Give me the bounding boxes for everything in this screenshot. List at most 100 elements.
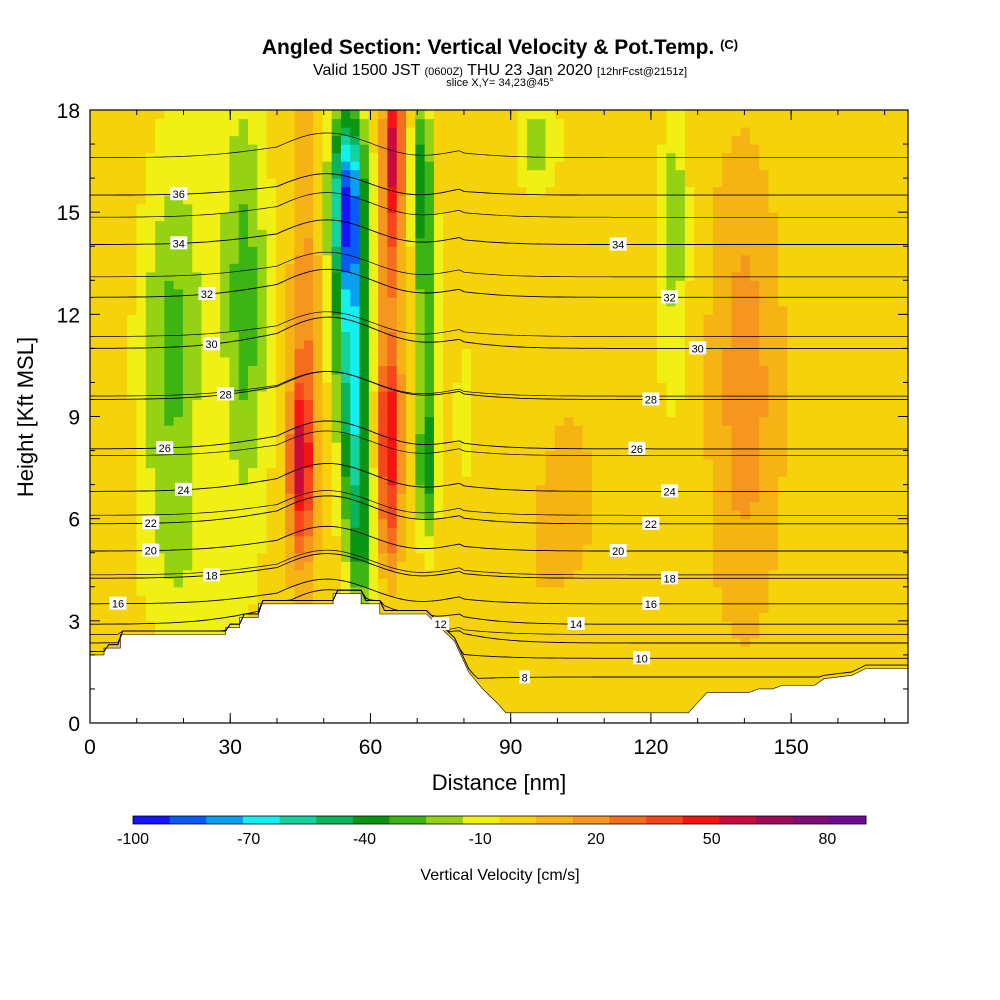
heatmap-cell bbox=[657, 399, 667, 409]
heatmap-cell bbox=[638, 271, 649, 281]
heatmap-cell bbox=[294, 348, 305, 358]
heatmap-cell bbox=[266, 195, 277, 205]
heatmap-cell bbox=[461, 288, 472, 298]
heatmap-cell bbox=[275, 595, 286, 605]
heatmap-cell bbox=[90, 535, 100, 545]
heatmap-cell bbox=[647, 246, 658, 256]
heatmap-cell bbox=[443, 501, 454, 511]
heatmap-cell bbox=[387, 450, 398, 460]
heatmap-cell bbox=[266, 476, 277, 486]
heatmap-cell bbox=[526, 373, 537, 384]
heatmap-cell bbox=[666, 688, 677, 699]
heatmap-cell bbox=[489, 203, 500, 213]
heatmap-cell bbox=[610, 671, 621, 682]
heatmap-cell bbox=[387, 425, 398, 435]
heatmap-cell bbox=[629, 229, 640, 239]
heatmap-cell bbox=[127, 314, 138, 324]
heatmap-cell bbox=[666, 476, 677, 486]
heatmap-cell bbox=[192, 416, 203, 426]
heatmap-cell bbox=[248, 348, 258, 358]
heatmap-cell bbox=[452, 220, 463, 230]
heatmap-cell bbox=[415, 510, 426, 520]
heatmap-cell bbox=[712, 297, 723, 307]
heatmap-cell bbox=[452, 339, 463, 349]
heatmap-cell bbox=[712, 671, 723, 682]
heatmap-cell bbox=[582, 229, 593, 239]
heatmap-cell bbox=[210, 510, 221, 520]
heatmap-cell bbox=[238, 382, 249, 392]
heatmap-cell bbox=[471, 127, 482, 137]
heatmap-cell bbox=[610, 382, 621, 392]
heatmap-cell bbox=[266, 254, 277, 264]
heatmap-cell bbox=[90, 493, 100, 503]
heatmap-cell bbox=[554, 297, 565, 307]
heatmap-cell bbox=[406, 314, 416, 324]
heatmap-cell bbox=[480, 118, 491, 128]
heatmap-cell bbox=[480, 152, 491, 162]
heatmap-cell bbox=[591, 493, 602, 503]
heatmap-cell bbox=[350, 552, 361, 562]
heatmap-cell bbox=[275, 254, 286, 264]
heatmap-cell bbox=[573, 484, 584, 494]
heatmap-cell bbox=[127, 288, 138, 298]
heatmap-cell bbox=[526, 697, 537, 707]
heatmap-cell bbox=[610, 161, 621, 171]
heatmap-cell bbox=[591, 442, 602, 452]
heatmap-cell bbox=[229, 127, 240, 137]
heatmap-cell bbox=[266, 152, 277, 162]
heatmap-cell bbox=[238, 459, 249, 469]
heatmap-cell bbox=[350, 195, 361, 205]
heatmap-cell bbox=[536, 527, 547, 537]
heatmap-cell bbox=[182, 203, 193, 213]
heatmap-cell bbox=[331, 297, 342, 307]
heatmap-cell bbox=[610, 510, 621, 520]
heatmap-cell bbox=[108, 118, 119, 128]
heatmap-cell bbox=[675, 586, 686, 596]
heatmap-cell bbox=[424, 373, 435, 384]
heatmap-cell bbox=[489, 305, 500, 315]
heatmap-cell bbox=[368, 501, 379, 511]
heatmap-cell bbox=[229, 331, 240, 341]
heatmap-cell bbox=[517, 493, 528, 503]
heatmap-cell bbox=[619, 697, 630, 707]
heatmap-cell bbox=[238, 433, 249, 443]
heatmap-cell bbox=[499, 305, 509, 315]
heatmap-cell bbox=[722, 433, 732, 443]
heatmap-cell bbox=[285, 135, 296, 145]
heatmap-cell bbox=[378, 518, 389, 528]
heatmap-cell bbox=[722, 237, 732, 247]
heatmap-cell bbox=[155, 382, 165, 392]
heatmap-cell bbox=[591, 476, 602, 486]
heatmap-cell bbox=[294, 484, 305, 494]
heatmap-cell bbox=[526, 297, 537, 307]
heatmap-cell bbox=[554, 493, 565, 503]
heatmap-cell bbox=[443, 476, 454, 486]
heatmap-cell bbox=[573, 629, 584, 639]
heatmap-cell bbox=[480, 671, 491, 682]
heatmap-cell bbox=[136, 501, 147, 511]
heatmap-cell bbox=[443, 459, 454, 469]
heatmap-cell bbox=[340, 271, 351, 281]
heatmap-cell bbox=[591, 212, 602, 222]
heatmap-cell bbox=[182, 407, 193, 418]
heatmap-cell bbox=[387, 127, 398, 137]
heatmap-cell bbox=[220, 339, 231, 349]
heatmap-cell bbox=[313, 442, 323, 452]
heatmap-cell bbox=[657, 322, 667, 332]
heatmap-cell bbox=[675, 603, 686, 613]
heatmap-cell bbox=[285, 195, 296, 205]
heatmap-cell bbox=[127, 603, 138, 613]
heatmap-cell bbox=[127, 399, 138, 409]
heatmap-cell bbox=[508, 186, 519, 196]
heatmap-cell bbox=[666, 407, 677, 418]
heatmap-cell bbox=[257, 169, 268, 179]
heatmap-cell bbox=[378, 552, 389, 562]
heatmap-cell bbox=[582, 654, 593, 664]
heatmap-cell bbox=[536, 161, 547, 171]
heatmap-cell bbox=[452, 518, 463, 528]
heatmap-cell bbox=[443, 288, 454, 298]
heatmap-cell bbox=[433, 322, 444, 332]
heatmap-cell bbox=[340, 442, 351, 452]
heatmap-cell bbox=[499, 178, 509, 188]
heatmap-cell bbox=[619, 322, 630, 332]
